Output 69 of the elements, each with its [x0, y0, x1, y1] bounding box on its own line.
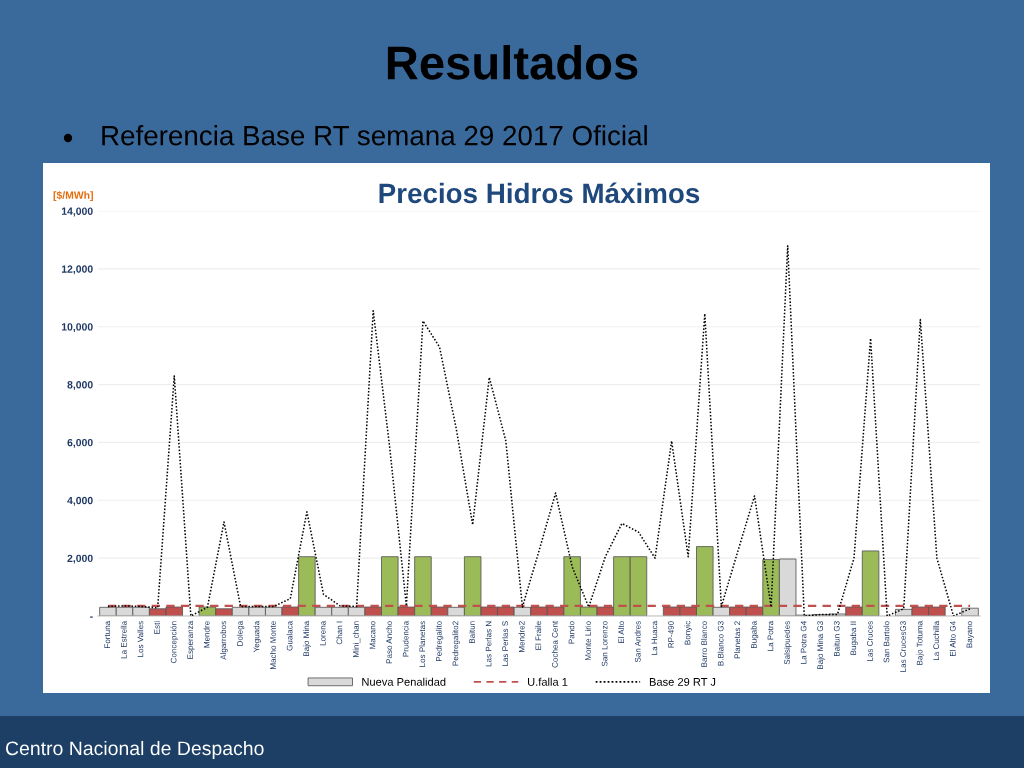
x-tick-label: Prudencia — [402, 620, 409, 657]
x-tick-label: Bayano — [966, 621, 974, 648]
x-tick-label: La Huaca — [651, 620, 658, 655]
y-tick-label: 12,000 — [61, 265, 93, 275]
x-tick-label: El Fraile — [535, 621, 542, 650]
legend-label: Nueva Penalidad — [362, 677, 446, 686]
x-tick-label: San Andres — [634, 621, 641, 663]
x-tick-label: El Alto — [618, 621, 625, 644]
x-tick-label: Esperanza — [187, 620, 195, 659]
x-tick-label: Mini_chan — [352, 621, 361, 657]
x-tick-label: Pedregalito2 — [452, 621, 460, 666]
y-axis-title: [$/MWh] — [53, 191, 93, 201]
x-tick-label: Mendre — [203, 621, 210, 648]
x-tick-label: Baitun — [468, 621, 475, 644]
x-tick-label: Bonyic — [684, 621, 692, 645]
x-tick-label: Cochea Cent — [551, 620, 558, 668]
y-tick-label: 6,000 — [67, 438, 93, 448]
y-tick-label: 10,000 — [61, 323, 93, 333]
x-tick-label: Las Cruces — [867, 621, 873, 661]
x-tick-label: Yeguada — [253, 620, 261, 653]
x-tick-label: Los Planetas — [419, 621, 426, 667]
y-tick-label: 14,000 — [61, 207, 93, 217]
x-tick-label: La Estrella — [120, 620, 127, 659]
x-tick-label: Las CrucesG3 — [900, 621, 906, 672]
x-tick-label: Macho Monte — [269, 621, 276, 669]
x-tick-label: Gualaca — [286, 620, 293, 651]
x-tick-label: Planetas 2 — [734, 621, 741, 659]
x-tick-label: Barro Blanco — [701, 621, 707, 667]
x-tick-label: San Bartolo — [883, 621, 890, 663]
text: Resultados — [387, 44, 638, 80]
y-tick-label: 4,000 — [67, 496, 93, 506]
text: Referencia Base RT semana 29 2017 Oficial — [102, 125, 647, 146]
x-tick-label: B.Blanco G3 — [717, 621, 724, 666]
x-tick-label: Dolega — [236, 620, 245, 646]
x-tick-label: San Lorenzo — [601, 621, 608, 667]
x-tick-label: Salsipuedes — [783, 621, 792, 665]
y-tick-label: 8,000 — [67, 381, 93, 390]
x-tick-label: Bugaba — [750, 620, 759, 648]
x-tick-label: La Potra — [767, 620, 774, 651]
x-tick-label: Paso Ancho — [386, 621, 392, 664]
legend-label: U.falla 1 — [528, 677, 568, 686]
x-tick-label: RP-490 — [668, 621, 674, 648]
x-tick-label: La Cuchilla — [933, 620, 940, 661]
x-tick-label: Los Valles — [137, 621, 144, 657]
x-tick-label: Bajo Mina — [303, 620, 311, 657]
x-tick-label: Lorena — [320, 620, 326, 646]
legend-label: Base 29 RT J — [649, 677, 716, 686]
x-tick-label: Mendre2 — [518, 621, 525, 652]
x-tick-label: Macano — [369, 621, 376, 649]
x-tick-label: Baitun G3 — [833, 621, 840, 657]
x-tick-label: Esti — [153, 621, 160, 634]
chart-title: Precios Hidros Máximos — [379, 182, 700, 204]
text: Centro Nacional de Despacho — [5, 740, 264, 760]
x-tick-label: Bajo Totuma — [916, 620, 925, 665]
x-tick-label: Algarrobos — [220, 621, 228, 660]
y-tick-label: 2,000 — [67, 554, 93, 564]
y-tick-label: - — [90, 616, 93, 618]
x-tick-label: Bajo Mina G3 — [817, 621, 825, 669]
x-tick-label: Chan I — [336, 621, 343, 645]
x-tick-label: Las Perlas N — [485, 621, 492, 667]
x-tick-label: Fortuna — [104, 620, 111, 648]
x-tick-label: Pedregalito — [435, 621, 444, 661]
x-tick-label: El Alto G4 — [949, 621, 956, 657]
x-tick-label: Bugaba II — [850, 621, 858, 655]
x-tick-label: La Potra G4 — [800, 621, 807, 664]
x-tick-label: Monte Lirio — [584, 621, 591, 661]
x-tick-label: Las Perlas S — [502, 621, 508, 666]
x-tick-label: Pando — [568, 621, 575, 644]
x-tick-label: Concepción — [170, 621, 179, 663]
